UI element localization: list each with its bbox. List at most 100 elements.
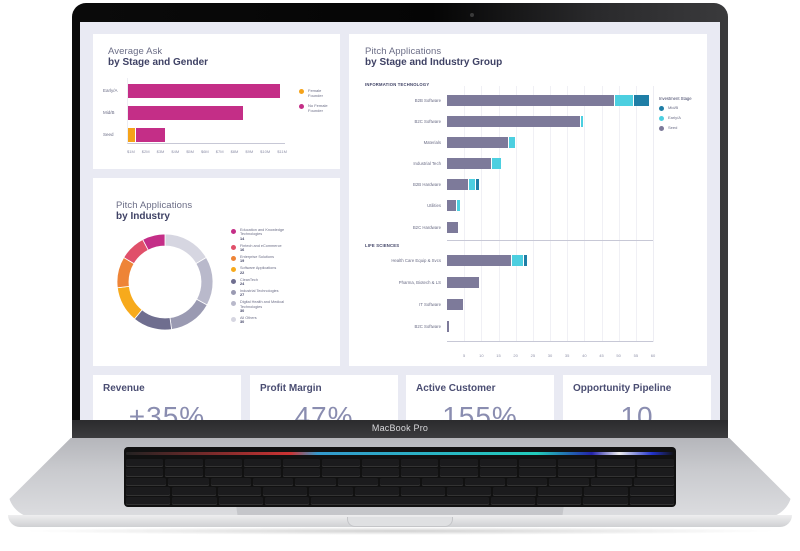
bar-row[interactable]: [447, 321, 451, 332]
gridline: [515, 86, 517, 342]
bar-row[interactable]: [447, 277, 480, 288]
legend-item[interactable]: Seed: [659, 125, 698, 131]
legend-item[interactable]: Digital Health and Medical Technologies 3…: [231, 300, 300, 313]
key: [591, 477, 632, 486]
bar-segment[interactable]: [447, 137, 509, 148]
gridline: [601, 86, 603, 342]
bar-segment[interactable]: [447, 158, 492, 169]
key: [243, 468, 282, 477]
key: [379, 477, 421, 486]
bar-segment[interactable]: [491, 158, 502, 169]
category-label: Materials: [423, 140, 441, 145]
key: [126, 496, 171, 505]
legend-dot-icon: [231, 289, 236, 295]
kpi-value: 155%: [442, 401, 518, 420]
legend-item[interactable]: No Female Founder: [299, 103, 334, 113]
bar-row[interactable]: [128, 84, 281, 98]
bar-row[interactable]: [447, 158, 502, 169]
bar-row[interactable]: [447, 137, 516, 148]
key: [126, 458, 164, 467]
legend-item[interactable]: Software Applications 22: [231, 266, 300, 275]
tick-label: 10: [479, 353, 484, 358]
bar-segment[interactable]: [469, 179, 477, 190]
bar-segment[interactable]: [447, 116, 581, 127]
bar-row[interactable]: [447, 222, 460, 233]
donut-slice[interactable]: [164, 233, 207, 265]
category-label: Seed: [103, 132, 114, 137]
bar-segment[interactable]: [476, 179, 480, 190]
legend-item[interactable]: Female Founder: [299, 88, 334, 98]
legend-label: Early/A: [668, 115, 681, 120]
kpi-revenue-card[interactable]: Revenue +35%: [93, 375, 241, 420]
bar-segment[interactable]: [136, 128, 165, 142]
gridline: [550, 86, 551, 342]
bar-segment[interactable]: [447, 200, 458, 211]
legend-item[interactable]: Mid/B: [659, 105, 698, 111]
legend-label: Software Applications 22: [240, 266, 300, 275]
bar-segment[interactable]: [524, 255, 528, 266]
legend-label: Fintech and eCommerce 16: [240, 244, 300, 253]
bar-row[interactable]: [447, 299, 465, 310]
bar-segment[interactable]: [128, 128, 136, 142]
legend-label: Digital Health and Medical Technologies 3…: [240, 300, 300, 313]
tick-label: 55: [633, 353, 639, 358]
bar-segment[interactable]: [512, 255, 525, 266]
tick-label: 5: [463, 353, 466, 358]
pitch-by-stage-card: Pitch Applications by Stage and Industry…: [349, 34, 707, 366]
bar-segment[interactable]: [447, 255, 513, 266]
bar-row[interactable]: [447, 95, 650, 106]
kpi-active-customer-card[interactable]: Active Customer 155%: [406, 375, 554, 420]
bar-segment[interactable]: [447, 222, 460, 233]
card-subtitle: by Stage and Gender: [108, 57, 209, 68]
legend-item[interactable]: Early/A: [659, 115, 698, 121]
key: [309, 487, 354, 496]
key: [630, 487, 674, 496]
gridline: [481, 86, 483, 342]
category-label: B2C Software: [414, 119, 441, 124]
bar-segment[interactable]: [447, 277, 480, 288]
legend-item[interactable]: Fintech and eCommerce 16: [231, 244, 300, 253]
bar-segment[interactable]: [447, 95, 616, 106]
key: [210, 477, 251, 486]
kpi-profit-margin-card[interactable]: Profit Margin 47%: [250, 375, 398, 420]
key: [479, 468, 517, 477]
bar-segment[interactable]: [634, 95, 650, 106]
bar-row[interactable]: [447, 255, 528, 266]
bar-segment[interactable]: [447, 321, 451, 332]
kpi-opportunity-pipeline-card[interactable]: Opportunity Pipeline 10: [563, 375, 711, 420]
bar-segment[interactable]: [615, 95, 635, 106]
legend-item[interactable]: Industrial Technologies 27: [231, 289, 300, 298]
legend-item[interactable]: CleanTech 24: [231, 278, 300, 287]
donut-slice[interactable]: [142, 233, 166, 251]
donut-slice[interactable]: [116, 285, 143, 320]
bar-row[interactable]: [447, 179, 480, 190]
key: [204, 458, 242, 467]
bar-row[interactable]: [447, 200, 461, 211]
key: [361, 468, 399, 477]
key: [165, 468, 203, 477]
legend-label: Education and Knowledge Technologies 14: [240, 228, 300, 241]
donut-slice[interactable]: [195, 256, 214, 306]
key: [171, 487, 216, 496]
bar-segment[interactable]: [447, 299, 465, 310]
bar-segment[interactable]: [128, 84, 281, 98]
bar-segment[interactable]: [508, 137, 516, 148]
bar-row[interactable]: [128, 128, 165, 142]
card-title: Pitch Applications: [116, 200, 193, 211]
category-label: B2C Software: [414, 324, 441, 329]
bar-row[interactable]: [128, 106, 243, 120]
bar-segment[interactable]: [128, 106, 243, 120]
bar-segment[interactable]: [580, 116, 585, 127]
bar-row[interactable]: [447, 116, 585, 127]
donut-slice[interactable]: [169, 298, 208, 330]
legend-item[interactable]: All Others 30: [231, 316, 300, 325]
stage-industry-chart: [447, 86, 654, 342]
legend-value: 14: [240, 236, 245, 241]
legend-item[interactable]: Education and Knowledge Technologies 14: [231, 228, 300, 241]
card-title: Pitch Applications: [365, 46, 442, 57]
bar-segment[interactable]: [457, 200, 461, 211]
key: [361, 458, 399, 467]
bar-segment[interactable]: [447, 179, 470, 190]
key: [400, 458, 439, 467]
legend-item[interactable]: Enterprise Solutions 19: [231, 255, 300, 264]
